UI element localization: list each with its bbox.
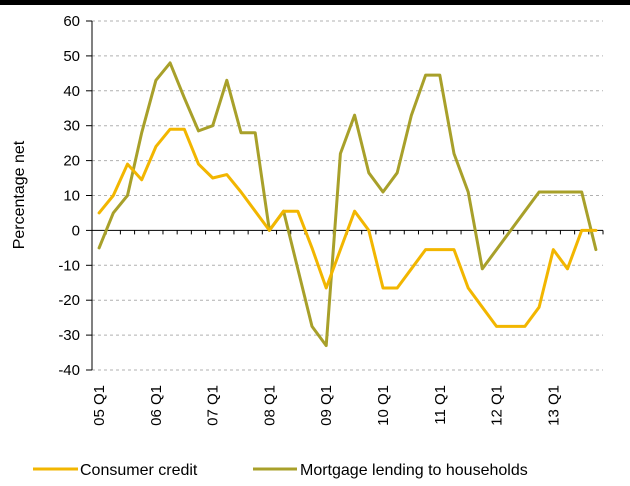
y-tick-label: 0: [72, 222, 80, 239]
gridlines: [92, 20, 603, 371]
y-axis-label: Percentage net: [11, 140, 28, 249]
top-bar: [0, 0, 630, 5]
y-tick-label: -30: [58, 327, 80, 344]
y-tick-label: 50: [63, 48, 80, 65]
x-tick-label: 11 Q1: [432, 385, 449, 425]
y-tick-label: 40: [63, 83, 80, 100]
x-tick-label: 09 Q1: [318, 385, 335, 426]
y-axis-tick-labels: 60 50 40 30 20 10 0 -10 -20 -30 -40: [58, 13, 80, 379]
y-tick-label: 30: [63, 118, 80, 135]
series-lines: [97, 61, 598, 348]
y-tick-label: 20: [63, 153, 80, 170]
y-tick-label: 10: [63, 188, 80, 205]
y-tick-label: 60: [63, 13, 80, 30]
x-tick-label: 05 Q1: [91, 385, 108, 426]
x-tick-label: 06 Q1: [148, 385, 165, 426]
x-tick-label: 12 Q1: [489, 385, 506, 426]
x-tick-label: 08 Q1: [261, 385, 278, 426]
x-tick-label: 10 Q1: [375, 385, 392, 426]
x-tick-label: 07 Q1: [205, 385, 222, 426]
y-tick-label: -10: [58, 257, 80, 274]
y-tick-label: -40: [58, 362, 80, 379]
series-line-consumer-credit: [97, 127, 598, 328]
series-line-mortgage-lending: [97, 61, 598, 348]
x-tick-label: 13 Q1: [545, 385, 562, 426]
x-axis-tick-labels: 05 Q1 06 Q1 07 Q1 08 Q1 09 Q1 10 Q1 11 Q1 12 Q1…: [91, 385, 562, 426]
legend-label-consumer-credit: Consumer credit: [80, 462, 198, 479]
y-tick-label: -20: [58, 292, 80, 309]
legend: Consumer credit Mortgage lending to hous…: [33, 462, 528, 479]
legend-label-mortgage-lending: Mortgage lending to households: [300, 462, 528, 479]
